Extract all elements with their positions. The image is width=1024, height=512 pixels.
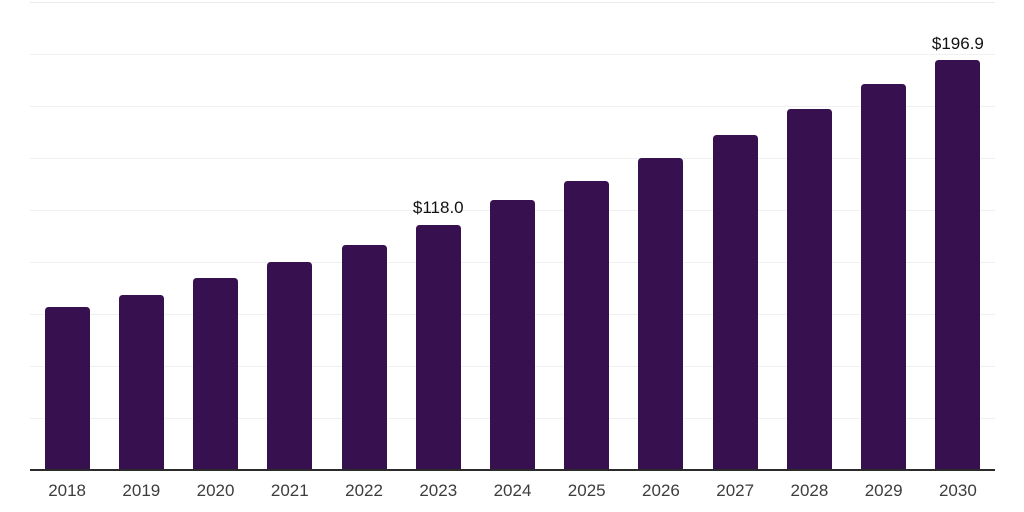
- bar-2018: [44, 306, 90, 470]
- bar-2025: [564, 180, 610, 470]
- bar-2027: [712, 135, 758, 470]
- value-label-2030: $196.9: [931, 33, 984, 53]
- bar-2019: [118, 294, 164, 470]
- x-tick-2022: 2022: [345, 481, 383, 500]
- x-axis-line: [30, 469, 995, 471]
- gridline-150: [30, 158, 995, 159]
- gridline-175: [30, 106, 995, 107]
- gridline-225: [30, 2, 995, 3]
- plot-area: $118.0 $196.9: [30, 2, 995, 471]
- x-tick-2020: 2020: [196, 481, 235, 500]
- x-tick-2018: 2018: [48, 481, 87, 500]
- x-tick-2026: 2026: [642, 481, 680, 500]
- x-tick-2024: 2024: [493, 481, 532, 500]
- bar-2028: [786, 109, 832, 470]
- x-tick-2028: 2028: [790, 481, 829, 500]
- gridline-200: [30, 54, 995, 55]
- x-tick-2019: 2019: [122, 481, 161, 500]
- value-label-2023: $118.0: [412, 198, 464, 218]
- x-tick-2021: 2021: [270, 481, 309, 500]
- x-tick-2029: 2029: [864, 481, 903, 500]
- bar-2022: [341, 245, 387, 470]
- x-tick-2027: 2027: [716, 481, 755, 500]
- bar-2029: [861, 84, 907, 470]
- x-tick-2025: 2025: [567, 481, 606, 500]
- bar-2026: [638, 158, 684, 470]
- bar-2024: [490, 199, 535, 470]
- x-tick-2023: 2023: [419, 481, 458, 500]
- bar-2020: [193, 278, 239, 470]
- bar-2021: [267, 262, 313, 470]
- x-tick-2030: 2030: [938, 481, 977, 500]
- bar-2023: [415, 224, 461, 470]
- bar-2030: [935, 60, 981, 470]
